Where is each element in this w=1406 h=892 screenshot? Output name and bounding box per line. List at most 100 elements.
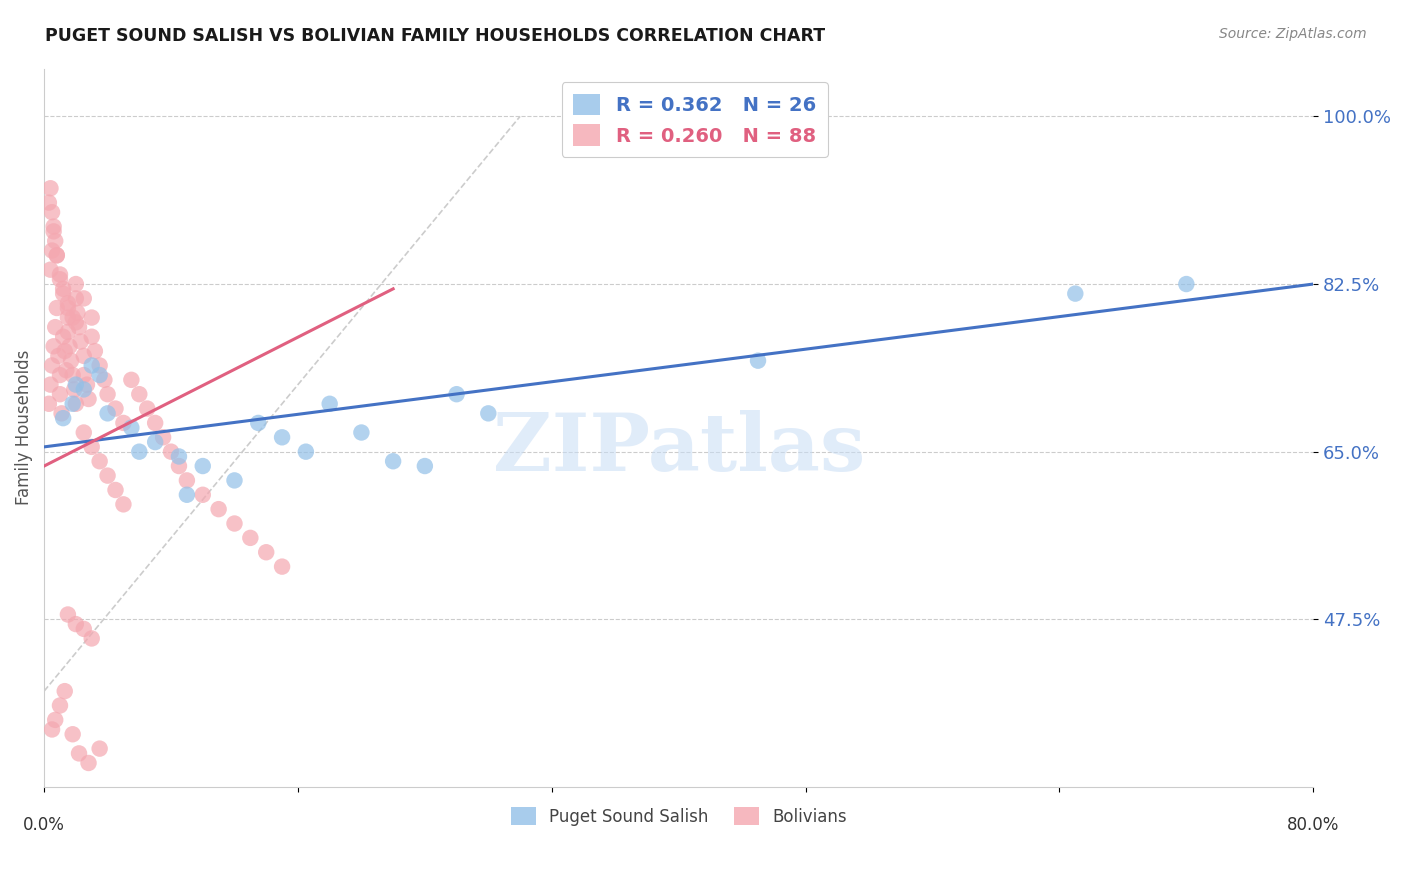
- Point: [67, 320, 90, 334]
- Point: [49, 698, 72, 713]
- Text: 0.0%: 0.0%: [22, 815, 65, 834]
- Point: [80, 329, 103, 343]
- Point: [42, 219, 65, 234]
- Point: [76, 377, 98, 392]
- Point: [167, 458, 190, 473]
- Point: [104, 401, 127, 416]
- Point: [66, 306, 89, 320]
- Point: [42, 224, 65, 238]
- Point: [382, 454, 405, 468]
- Point: [49, 368, 72, 382]
- Point: [207, 502, 229, 516]
- Point: [97, 387, 120, 401]
- Point: [45, 248, 67, 262]
- Point: [56, 325, 79, 339]
- Point: [350, 425, 373, 440]
- Point: [73, 368, 96, 382]
- Point: [41, 244, 63, 258]
- Point: [56, 301, 79, 315]
- Point: [167, 450, 190, 464]
- Point: [224, 474, 246, 488]
- Point: [67, 747, 90, 761]
- Point: [446, 387, 468, 401]
- Point: [128, 387, 150, 401]
- Y-axis label: Family Households: Family Households: [15, 350, 32, 506]
- Point: [65, 277, 87, 291]
- Point: [41, 359, 63, 373]
- Point: [80, 359, 103, 373]
- Point: [45, 248, 67, 262]
- Point: [247, 416, 270, 430]
- Point: [271, 559, 294, 574]
- Point: [1064, 286, 1087, 301]
- Point: [56, 607, 79, 622]
- Point: [224, 516, 246, 531]
- Point: [143, 435, 166, 450]
- Point: [62, 310, 84, 325]
- Point: [53, 684, 76, 698]
- Point: [73, 292, 96, 306]
- Point: [44, 713, 66, 727]
- Point: [38, 195, 60, 210]
- Point: [120, 373, 142, 387]
- Point: [80, 632, 103, 646]
- Point: [60, 353, 83, 368]
- Point: [112, 497, 135, 511]
- Point: [239, 531, 262, 545]
- Point: [318, 397, 340, 411]
- Point: [477, 406, 499, 420]
- Point: [89, 368, 111, 382]
- Point: [65, 315, 87, 329]
- Point: [1175, 277, 1198, 291]
- Point: [49, 387, 72, 401]
- Point: [97, 406, 120, 420]
- Point: [56, 310, 79, 325]
- Point: [62, 727, 84, 741]
- Point: [77, 756, 100, 770]
- Point: [136, 401, 159, 416]
- Point: [62, 368, 84, 382]
- Text: 80.0%: 80.0%: [1286, 815, 1340, 834]
- Point: [65, 397, 87, 411]
- Legend: Puget Sound Salish, Bolivians: Puget Sound Salish, Bolivians: [505, 800, 853, 832]
- Point: [254, 545, 277, 559]
- Point: [65, 377, 87, 392]
- Point: [77, 392, 100, 406]
- Point: [38, 397, 60, 411]
- Point: [65, 292, 87, 306]
- Point: [128, 444, 150, 458]
- Point: [52, 286, 75, 301]
- Point: [271, 430, 294, 444]
- Text: PUGET SOUND SALISH VS BOLIVIAN FAMILY HOUSEHOLDS CORRELATION CHART: PUGET SOUND SALISH VS BOLIVIAN FAMILY HO…: [45, 27, 825, 45]
- Text: ZIPatlas: ZIPatlas: [492, 410, 865, 488]
- Point: [42, 339, 65, 353]
- Point: [51, 406, 73, 420]
- Point: [39, 181, 62, 195]
- Point: [176, 488, 198, 502]
- Point: [89, 454, 111, 468]
- Point: [56, 296, 79, 310]
- Point: [413, 458, 436, 473]
- Point: [52, 282, 75, 296]
- Point: [65, 617, 87, 632]
- Point: [45, 301, 67, 315]
- Point: [39, 377, 62, 392]
- Text: Source: ZipAtlas.com: Source: ZipAtlas.com: [1219, 27, 1367, 41]
- Point: [41, 723, 63, 737]
- Point: [73, 425, 96, 440]
- Point: [83, 344, 105, 359]
- Point: [52, 329, 75, 343]
- Point: [112, 416, 135, 430]
- Point: [73, 349, 96, 363]
- Point: [191, 458, 214, 473]
- Point: [52, 411, 75, 425]
- Point: [80, 440, 103, 454]
- Point: [62, 397, 84, 411]
- Point: [152, 430, 174, 444]
- Point: [49, 272, 72, 286]
- Point: [191, 488, 214, 502]
- Point: [80, 310, 103, 325]
- Point: [44, 320, 66, 334]
- Point: [747, 353, 769, 368]
- Point: [44, 234, 66, 248]
